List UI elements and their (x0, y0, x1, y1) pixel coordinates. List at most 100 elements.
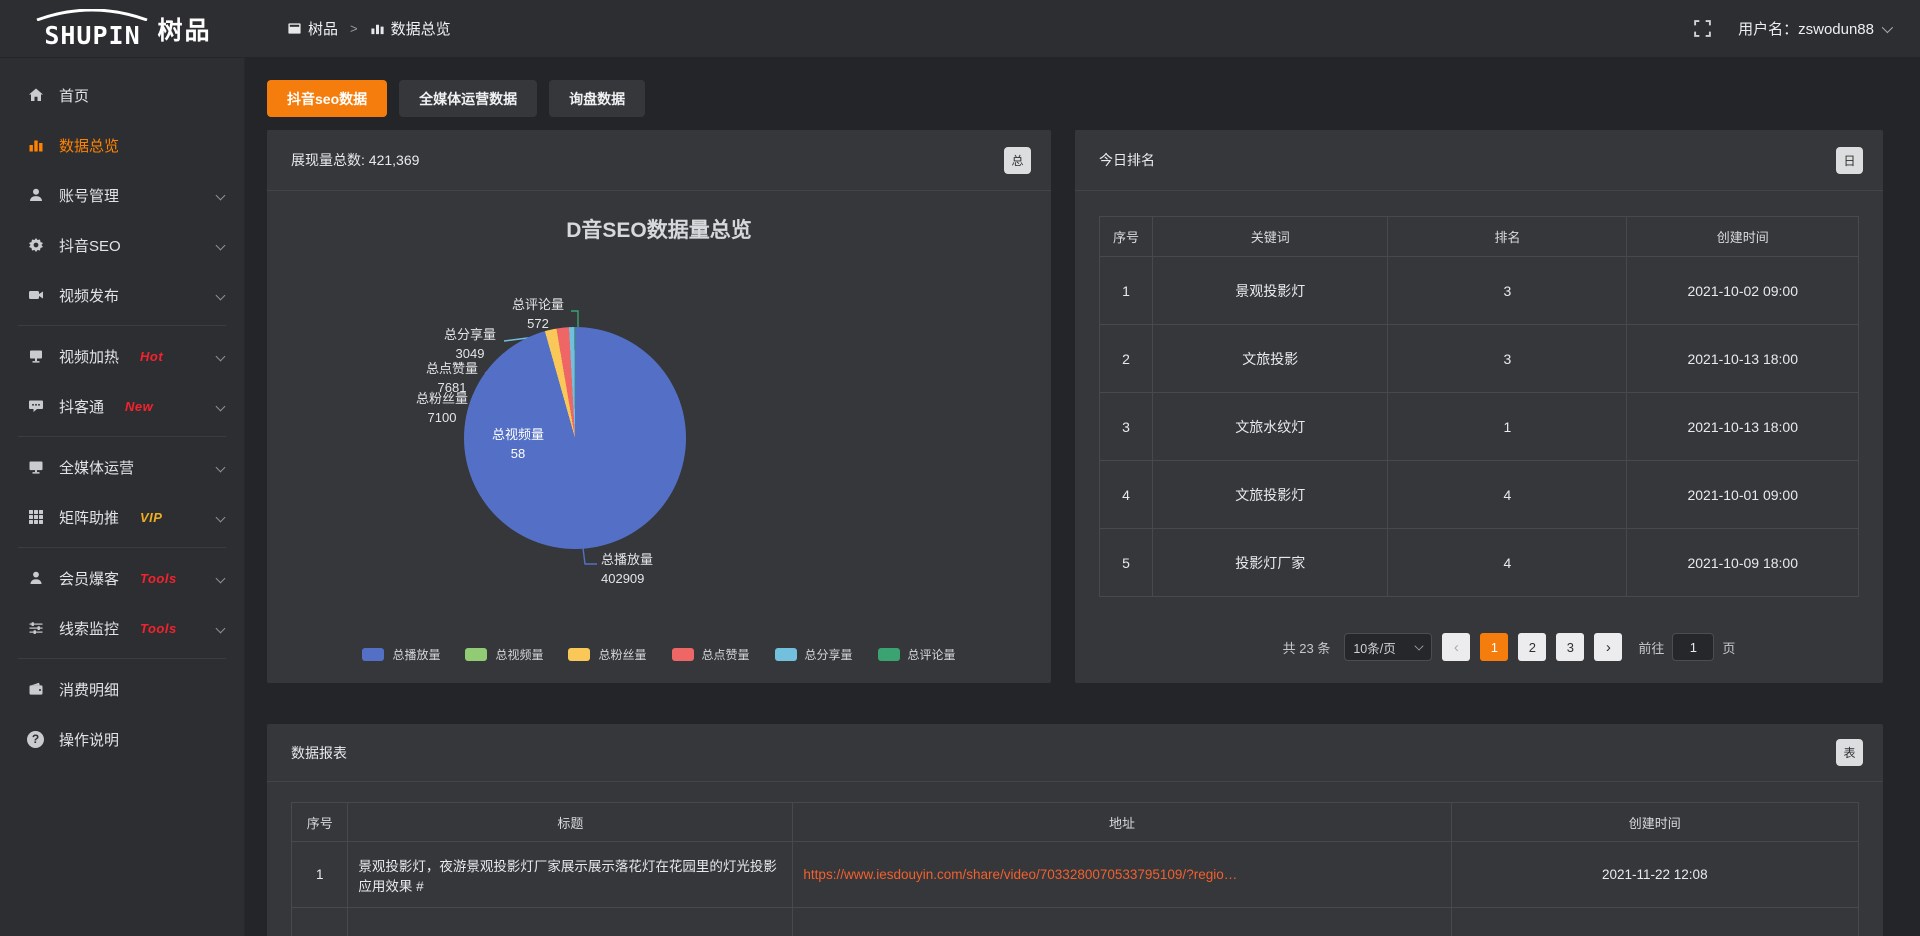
breadcrumb-current[interactable]: 数据总览 (370, 18, 451, 39)
goto-page-input[interactable] (1672, 633, 1715, 661)
legend-item-plays[interactable]: 总播放量 (362, 646, 440, 663)
pie-label-videos: 总视频量 58 (491, 427, 544, 461)
page-button-3[interactable]: 3 (1556, 633, 1585, 661)
data-tabs: 抖音seo数据 全媒体运营数据 询盘数据 (267, 80, 1920, 117)
legend-item-fans[interactable]: 总粉丝量 (568, 646, 647, 663)
chevron-down-icon (1881, 21, 1894, 33)
seo-chart-panel: 展现量总数: 421,369 总 D音SEO数据量总览 总评论量 572 总分享… (267, 130, 1051, 683)
chevron-down-icon (1414, 640, 1424, 651)
sidebar-item-douyin-seo[interactable]: 抖音SEO (0, 220, 244, 270)
chevron-down-icon (215, 623, 226, 633)
chat-icon (27, 398, 44, 415)
grid-icon (27, 509, 44, 526)
sidebar-item-member-burst[interactable]: 会员爆客 Tools (0, 553, 244, 603)
pagination: 共 23 条 10条/页 ‹ 1 2 3 › 前往 页 (1075, 633, 1883, 661)
next-page-button[interactable]: › (1594, 633, 1623, 661)
table-row: 1 景观投影灯 3 2021-10-02 09:00 (1098, 256, 1859, 325)
hot-badge: Hot (140, 348, 164, 364)
table-row: 2 文旅投影 3 2021-10-13 18:00 (1098, 324, 1859, 393)
tab-media-ops-data[interactable]: 全媒体运营数据 (399, 80, 538, 117)
goto-unit: 页 (1722, 640, 1736, 656)
sidebar-item-help[interactable]: 操作说明 (0, 714, 244, 764)
table-row: 1 景观投影灯，夜游景观投影灯厂家展示展示落花灯在花园里的灯光投影应用效果 # … (290, 841, 1860, 908)
goto-label: 前往 (1638, 640, 1665, 656)
today-ranking-panel: 今日排名 日 序号 关键词 排名 创建时间 1 景观投影灯 (1075, 130, 1883, 683)
col-header: 排名 (1387, 216, 1628, 257)
logo-text-cn: 树品 (157, 16, 212, 45)
breadcrumb: 树品 > 数据总览 (245, 18, 451, 39)
wallet-icon (27, 681, 44, 698)
legend-item-shares[interactable]: 总分享量 (774, 646, 853, 663)
sidebar-item-spending[interactable]: 消费明细 (0, 664, 244, 714)
sidebar-item-matrix-boost[interactable]: 矩阵助推 VIP (0, 492, 244, 542)
username-text: 用户名：zswodun88 (1738, 21, 1874, 38)
day-badge-button[interactable]: 日 (1836, 146, 1863, 174)
total-badge-button[interactable]: 总 (1004, 146, 1031, 174)
table-row (290, 907, 1860, 936)
table-row: 5 投影灯厂家 4 2021-10-09 18:00 (1098, 528, 1859, 597)
col-header: 创建时间 (1626, 216, 1859, 257)
legend-item-likes[interactable]: 总点赞量 (671, 646, 750, 663)
chart-title: D音SEO数据量总览 (566, 219, 752, 242)
main-content: 抖音seo数据 全媒体运营数据 询盘数据 展现量总数: 421,369 总 D音… (245, 58, 1920, 936)
sidebar-item-douketong[interactable]: 抖客通 New (0, 381, 244, 431)
user-menu[interactable]: 用户名：zswodun88 (1738, 18, 1894, 39)
tab-douyin-seo-data[interactable]: 抖音seo数据 (267, 80, 388, 117)
report-title: 数据报表 (291, 744, 347, 761)
heat-icon (27, 348, 44, 365)
chevron-down-icon (215, 240, 226, 250)
prev-page-button[interactable]: ‹ (1442, 633, 1471, 661)
tools-badge: Tools (140, 620, 177, 636)
sidebar-item-data-overview[interactable]: 数据总览 (0, 120, 244, 170)
member-icon (27, 570, 44, 587)
chevron-down-icon (215, 512, 226, 522)
sidebar-item-lead-monitor[interactable]: 线索监控 Tools (0, 603, 244, 653)
col-header: 标题 (347, 802, 794, 842)
sliders-icon (27, 620, 44, 637)
legend-item-videos[interactable]: 总视频量 (465, 646, 543, 663)
page-size-select[interactable]: 10条/页 (1344, 633, 1433, 661)
col-header: 关键词 (1152, 216, 1389, 257)
pagination-total: 共 23 条 (1282, 640, 1331, 656)
question-icon (27, 730, 44, 748)
ranking-table: 序号 关键词 排名 创建时间 1 景观投影灯 3 2021-10-02 09:0… (1098, 216, 1859, 597)
video-link[interactable]: https://www.iesdouyin.com/share/video/70… (803, 867, 1238, 882)
pie[interactable] (464, 327, 686, 549)
app-logo: SHUPIN 树品 (0, 0, 245, 58)
report-table: 序号 标题 地址 创建时间 1 景观投影灯，夜游景观投影灯厂家展示展示落花灯在花… (290, 802, 1860, 936)
table-row: 4 文旅投影灯 4 2021-10-01 09:00 (1098, 460, 1859, 529)
legend-item-comments[interactable]: 总评论量 (877, 646, 956, 663)
fullscreen-icon[interactable] (1693, 19, 1712, 38)
sidebar: 首页 数据总览 账号管理 抖音SEO 视频发布 视频加热 Hot 抖客通 New… (0, 58, 245, 936)
sidebar-item-media-ops[interactable]: 全媒体运营 (0, 442, 244, 492)
video-icon (27, 287, 44, 304)
sidebar-item-account[interactable]: 账号管理 (0, 170, 244, 220)
sidebar-divider (18, 547, 226, 548)
pie-label-shares: 总分享量 3049 (443, 327, 496, 361)
col-header: 序号 (1098, 216, 1154, 257)
gear-icon (27, 237, 44, 254)
table-badge-button[interactable]: 表 (1836, 739, 1863, 766)
breadcrumb-separator: > (350, 21, 358, 36)
chevron-down-icon (215, 401, 226, 411)
sidebar-item-video-heat[interactable]: 视频加热 Hot (0, 331, 244, 381)
chevron-down-icon (215, 462, 226, 472)
page-button-1[interactable]: 1 (1480, 633, 1509, 661)
vip-badge: VIP (140, 509, 163, 525)
pie-label-plays: 总播放量 402909 (601, 552, 654, 586)
sidebar-item-video-publish[interactable]: 视频发布 (0, 270, 244, 320)
bar-chart-icon (27, 137, 44, 154)
chevron-down-icon (215, 190, 226, 200)
user-icon (27, 187, 44, 204)
logo-arc-icon (36, 9, 148, 21)
sidebar-divider (18, 436, 226, 437)
sidebar-item-home[interactable]: 首页 (0, 70, 244, 120)
breadcrumb-root[interactable]: 树品 (287, 18, 338, 39)
sidebar-divider (18, 658, 226, 659)
bar-chart-icon (371, 24, 384, 35)
page-button-2[interactable]: 2 (1518, 633, 1547, 661)
chevron-down-icon (215, 573, 226, 583)
col-header: 创建时间 (1450, 802, 1860, 842)
tab-inquiry-data[interactable]: 询盘数据 (549, 80, 646, 117)
col-header: 地址 (792, 802, 1452, 842)
